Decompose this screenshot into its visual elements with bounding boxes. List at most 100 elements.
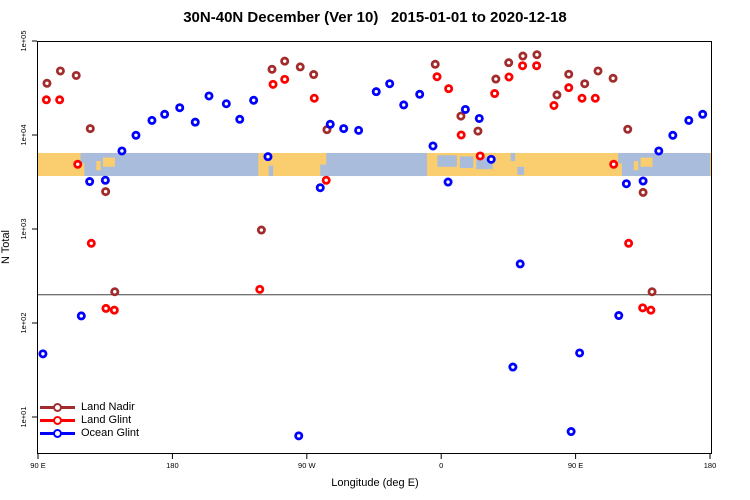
y-tick-label: 1e+01 (19, 406, 28, 427)
scatter-point-land-nadir (42, 78, 52, 88)
scatter-point-land-glint (490, 89, 500, 99)
x-tick-label: 0 (439, 461, 443, 470)
map-band-land-feature (640, 157, 653, 167)
scatter-point-land-nadir (608, 73, 618, 83)
legend-item-ocean-glint: Ocean Glint (40, 427, 139, 440)
map-band-land-feature (102, 157, 115, 167)
scatter-point-land-nadir (491, 74, 501, 84)
scatter-point-ocean-glint (204, 91, 214, 101)
scatter-point-land-glint (638, 303, 648, 313)
scatter-point-land-nadir (256, 225, 266, 235)
legend-label: Ocean Glint (81, 427, 140, 439)
y-tick-label: 1e+04 (19, 124, 28, 145)
scatter-point-land-glint (590, 93, 600, 103)
scatter-point-ocean-glint (614, 311, 624, 321)
scatter-point-land-glint (518, 61, 528, 71)
map-band-ocean-feature (517, 166, 525, 175)
scatter-point-ocean-glint (371, 87, 381, 97)
scatter-point-land-nadir (85, 124, 95, 134)
scatter-point-land-glint (432, 72, 442, 82)
scatter-point-ocean-glint (175, 103, 185, 113)
map-band-ocean-feature (80, 152, 85, 164)
scatter-point-ocean-glint (38, 349, 48, 359)
map-band-ocean (326, 152, 428, 177)
ocean-glint-marker-icon (40, 429, 75, 438)
scatter-point-land-glint (646, 305, 656, 315)
scatter-point-land-glint (504, 72, 514, 82)
scatter-point-land-glint (549, 100, 559, 110)
scatter-point-ocean-glint (684, 115, 694, 125)
scatter-point-land-glint (309, 93, 319, 103)
legend: Land Nadir Land Glint Ocean Glint (40, 401, 139, 440)
x-tick-label: 180 (704, 461, 717, 470)
x-tick-label: 180 (166, 461, 179, 470)
map-band-ocean (84, 152, 259, 177)
scatter-point-land-glint (255, 284, 265, 294)
scatter-point-ocean-glint (235, 114, 245, 124)
scatter-point-ocean-glint (575, 348, 585, 358)
scatter-point-land-glint (101, 303, 111, 313)
scatter-point-land-nadir (71, 70, 81, 80)
map-band-ocean-feature (476, 157, 493, 170)
scatter-point-land-glint (321, 175, 331, 185)
scatter-point-ocean-glint (566, 427, 576, 437)
scatter-point-land-nadir (430, 59, 440, 69)
scatter-point-ocean-glint (117, 146, 127, 156)
map-band-ocean-feature (320, 164, 327, 177)
scatter-point-land-nadir (564, 69, 574, 79)
scatter-point-ocean-glint (315, 183, 325, 193)
scatter-point-ocean-glint (428, 141, 438, 151)
x-tick-label: 90 E (30, 461, 45, 470)
scatter-point-land-glint (55, 95, 65, 105)
scatter-point-land-glint (532, 61, 542, 71)
map-band-ocean-feature (510, 152, 516, 162)
scatter-point-land-glint (109, 305, 119, 315)
map-band-land-feature (633, 161, 639, 171)
scatter-point-land-glint (609, 159, 619, 169)
scatter-point-land-nadir (309, 70, 319, 80)
scatter-point-land-nadir (55, 66, 65, 76)
scatter-point-land-nadir (110, 287, 120, 297)
scatter-point-ocean-glint (654, 146, 664, 156)
scatter-point-land-nadir (518, 51, 528, 61)
scatter-point-ocean-glint (325, 119, 335, 129)
legend-item-land-nadir: Land Nadir (40, 401, 139, 414)
scatter-point-ocean-glint (354, 125, 364, 135)
legend-item-land-glint: Land Glint (40, 414, 139, 427)
scatter-point-ocean-glint (160, 109, 170, 119)
map-band-ocean-feature (437, 155, 457, 167)
scatter-point-ocean-glint (638, 176, 648, 186)
scatter-point-land-nadir (473, 126, 483, 136)
y-tick-label: 1e+03 (19, 218, 28, 239)
scatter-point-ocean-glint (698, 109, 708, 119)
scatter-point-land-nadir (593, 66, 603, 76)
scatter-point-land-glint (280, 74, 290, 84)
scatter-point-land-glint (268, 79, 278, 89)
scatter-point-land-glint (86, 238, 96, 248)
scatter-point-ocean-glint (339, 124, 349, 134)
scatter-point-ocean-glint (474, 113, 484, 123)
x-axis-title: Longitude (deg E) (331, 477, 419, 489)
scatter-point-ocean-glint (515, 259, 525, 269)
scatter-point-ocean-glint (147, 115, 157, 125)
scatter-point-ocean-glint (486, 154, 496, 164)
scatter-point-ocean-glint (508, 362, 518, 372)
y-tick-label: 1e+05 (19, 30, 28, 51)
scatter-point-ocean-glint (249, 95, 259, 105)
scatter-point-ocean-glint (443, 177, 453, 187)
legend-label: Land Nadir (81, 401, 135, 413)
scatter-point-land-nadir (532, 50, 542, 60)
x-tick-label: 90 E (568, 461, 583, 470)
scatter-point-land-nadir (504, 58, 514, 68)
land-glint-marker-icon (40, 416, 75, 425)
scatter-point-land-nadir (280, 56, 290, 66)
chart-title: 30N-40N December (Ver 10) 2015-01-01 to … (183, 9, 567, 26)
scatter-point-land-glint (577, 93, 587, 103)
map-band-ocean-feature (459, 156, 474, 168)
scatter-point-land-nadir (267, 64, 277, 74)
scatter-point-ocean-glint (131, 130, 141, 140)
plot-box (37, 41, 712, 454)
scatter-point-land-nadir (101, 187, 111, 197)
map-band-ocean-feature (268, 165, 274, 177)
